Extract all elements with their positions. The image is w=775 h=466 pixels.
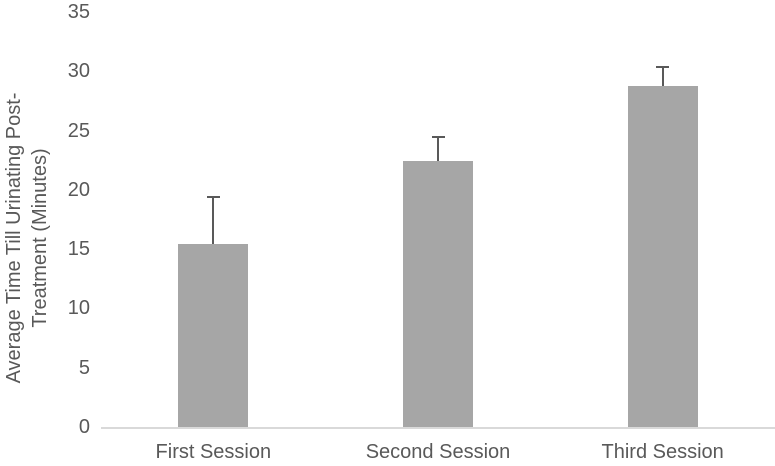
error-bar-line-1 xyxy=(212,196,215,245)
y-tick-label: 25 xyxy=(67,119,90,142)
y-tick-label: 30 xyxy=(67,60,90,83)
y-tick-label: 10 xyxy=(67,297,90,320)
bar-1 xyxy=(178,244,249,427)
error-bar-cap-3 xyxy=(656,65,670,68)
y-tick-label: 0 xyxy=(78,416,90,438)
bar-2 xyxy=(403,161,473,427)
y-tick-label: 5 xyxy=(78,356,90,379)
y-axis-title-line1: Average Time Till Urinating Post- xyxy=(3,92,25,384)
error-bar-cap-1 xyxy=(206,195,220,198)
x-category-label-2: Second Session xyxy=(365,441,511,463)
y-tick-label: 15 xyxy=(67,238,90,261)
bar-3 xyxy=(627,85,698,427)
error-bar-line-2 xyxy=(437,136,439,162)
error-bar-cap-2 xyxy=(431,135,445,138)
x-category-label-1: First Session xyxy=(155,441,272,463)
y-tick-label: 35 xyxy=(67,1,90,23)
error-bar-line-3 xyxy=(661,66,664,86)
x-axis-line xyxy=(101,427,775,429)
y-tick-label: 20 xyxy=(67,178,90,201)
x-category-label-3: Third Session xyxy=(601,441,724,463)
